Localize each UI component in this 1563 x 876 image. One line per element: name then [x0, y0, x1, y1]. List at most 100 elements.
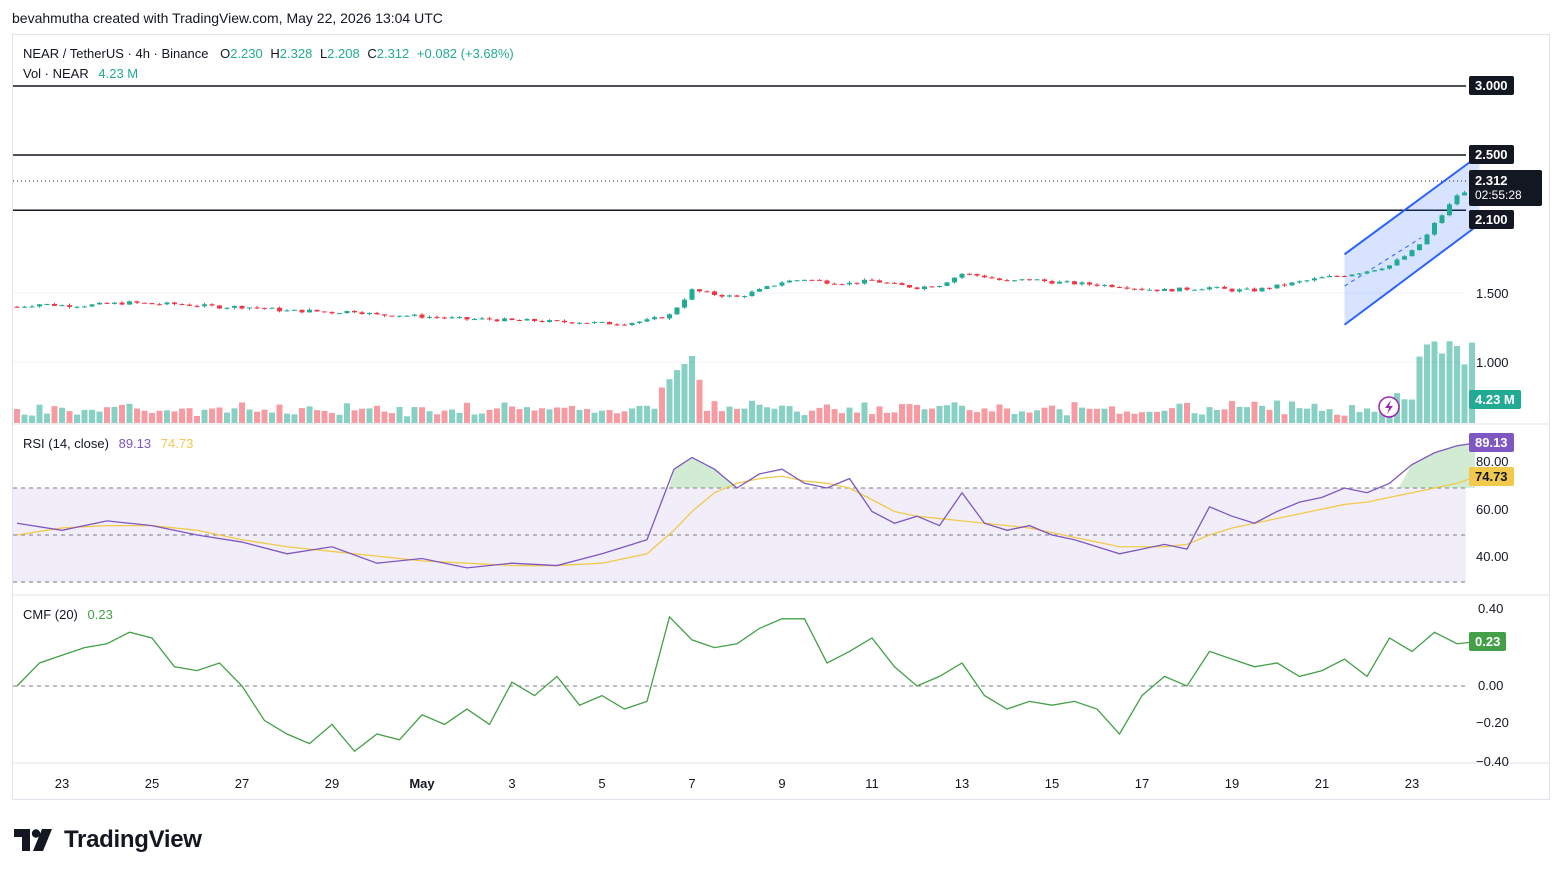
candle-body [142, 302, 147, 304]
volume-bar [944, 405, 950, 423]
volume-bar [126, 403, 133, 423]
candle-body [997, 278, 1002, 281]
candle-body [254, 307, 260, 309]
volume-label[interactable]: Vol · NEAR [23, 66, 89, 81]
volume-bar [1289, 401, 1295, 423]
volume-bar [261, 409, 268, 423]
volume-legend: Vol · NEAR 4.23 M [23, 66, 138, 81]
candle-body [337, 313, 342, 315]
candle-body [194, 305, 200, 307]
rsi-axis-label: 40.00 [1476, 549, 1509, 564]
candle-body [922, 286, 927, 290]
volume-bar [554, 407, 560, 423]
candle-body [1334, 275, 1340, 277]
volume-bar [666, 379, 673, 423]
level-tag-3000: 3.000 [1469, 76, 1514, 95]
candle-body [502, 318, 507, 322]
level-tag-2100: 2.100 [1469, 210, 1514, 229]
chart-credit: bevahmutha created with TradingView.com,… [12, 10, 443, 26]
volume-bar [509, 406, 515, 423]
volume-bar [681, 364, 688, 423]
volume-bar [111, 406, 118, 423]
volume-bar [21, 414, 28, 423]
cmf-line [16, 615, 1476, 753]
cmf-axis-label: −0.40 [1476, 754, 1509, 769]
candle-body [1462, 192, 1467, 196]
volume-bar [569, 405, 575, 423]
volume-bar [104, 407, 110, 423]
volume-bar [854, 412, 860, 423]
volume-bar [1146, 411, 1153, 423]
volume-bar [876, 406, 883, 423]
volume-bar [411, 407, 418, 423]
candle-body [89, 304, 95, 307]
candle-body [284, 310, 290, 312]
date-tick: 27 [234, 776, 250, 791]
rsi-ma-tag: 74.73 [1469, 467, 1514, 486]
candle-body [269, 307, 275, 309]
candle-body [329, 311, 335, 314]
candle-body [427, 316, 432, 318]
volume-bar [194, 415, 200, 423]
volume-bar [291, 414, 298, 423]
volume-bar [171, 411, 178, 423]
volume-bar [599, 410, 605, 423]
volume-bar [1026, 412, 1033, 423]
candle-body [1364, 271, 1370, 274]
volume-bar [966, 410, 973, 423]
chart-frame[interactable] [12, 34, 1550, 800]
volume-bar [1064, 415, 1070, 423]
cmf-label[interactable]: CMF (20) [23, 607, 78, 622]
volume-bar [134, 408, 140, 423]
main-legend: NEAR / TetherUS · 4h · Binance O2.230 H2… [23, 46, 514, 61]
volume-bar [1469, 342, 1475, 423]
volume-bar [621, 411, 628, 423]
rsi-axis-label: 80.00 [1476, 454, 1509, 469]
volume-bar [1139, 412, 1145, 423]
candle-body [539, 320, 545, 322]
volume-bar [254, 411, 260, 423]
channel-fill [1344, 155, 1480, 325]
tradingview-logo-icon [14, 829, 52, 851]
volume-bar [891, 412, 898, 423]
volume-bar [1409, 399, 1415, 423]
tradingview-logo[interactable]: TradingView [14, 826, 202, 854]
candle-body [637, 321, 642, 323]
volume-bar [749, 400, 755, 423]
volume-bar [539, 408, 545, 423]
candle-body [1349, 274, 1355, 277]
candle-body [644, 319, 650, 322]
volume-bar [276, 404, 283, 423]
candle-body [352, 310, 357, 313]
volume-bar [1319, 410, 1325, 423]
volume-bar [576, 409, 583, 423]
volume-bar [734, 408, 740, 423]
candle-body [22, 306, 27, 308]
date-tick: 15 [1044, 776, 1060, 791]
volume-bar [1326, 409, 1333, 423]
volume-tag: 4.23 M [1469, 390, 1521, 409]
cmf-legend: CMF (20) 0.23 [23, 607, 113, 622]
volume-bar [269, 412, 275, 423]
volume-bar [591, 412, 598, 423]
low-label: L [319, 46, 328, 61]
rsi-label[interactable]: RSI (14, close) [23, 436, 109, 451]
candle-body [479, 318, 485, 320]
volume-bar [1056, 409, 1063, 423]
volume-bar [1229, 401, 1235, 423]
candle-body [802, 279, 807, 281]
symbol-label[interactable]: NEAR / TetherUS · 4h · Binance [23, 46, 209, 61]
candle-body [869, 279, 875, 281]
volume-bar [1079, 407, 1085, 423]
candle-body [1304, 280, 1310, 282]
candle-body [494, 319, 500, 322]
candle-body [757, 288, 762, 292]
candle-body [1184, 287, 1190, 290]
candle-body [1244, 288, 1250, 290]
volume-bar [74, 414, 80, 423]
volume-bar [404, 416, 410, 423]
date-tick: 19 [1224, 776, 1240, 791]
volume-bar [209, 408, 215, 423]
volume-bar [981, 408, 988, 423]
